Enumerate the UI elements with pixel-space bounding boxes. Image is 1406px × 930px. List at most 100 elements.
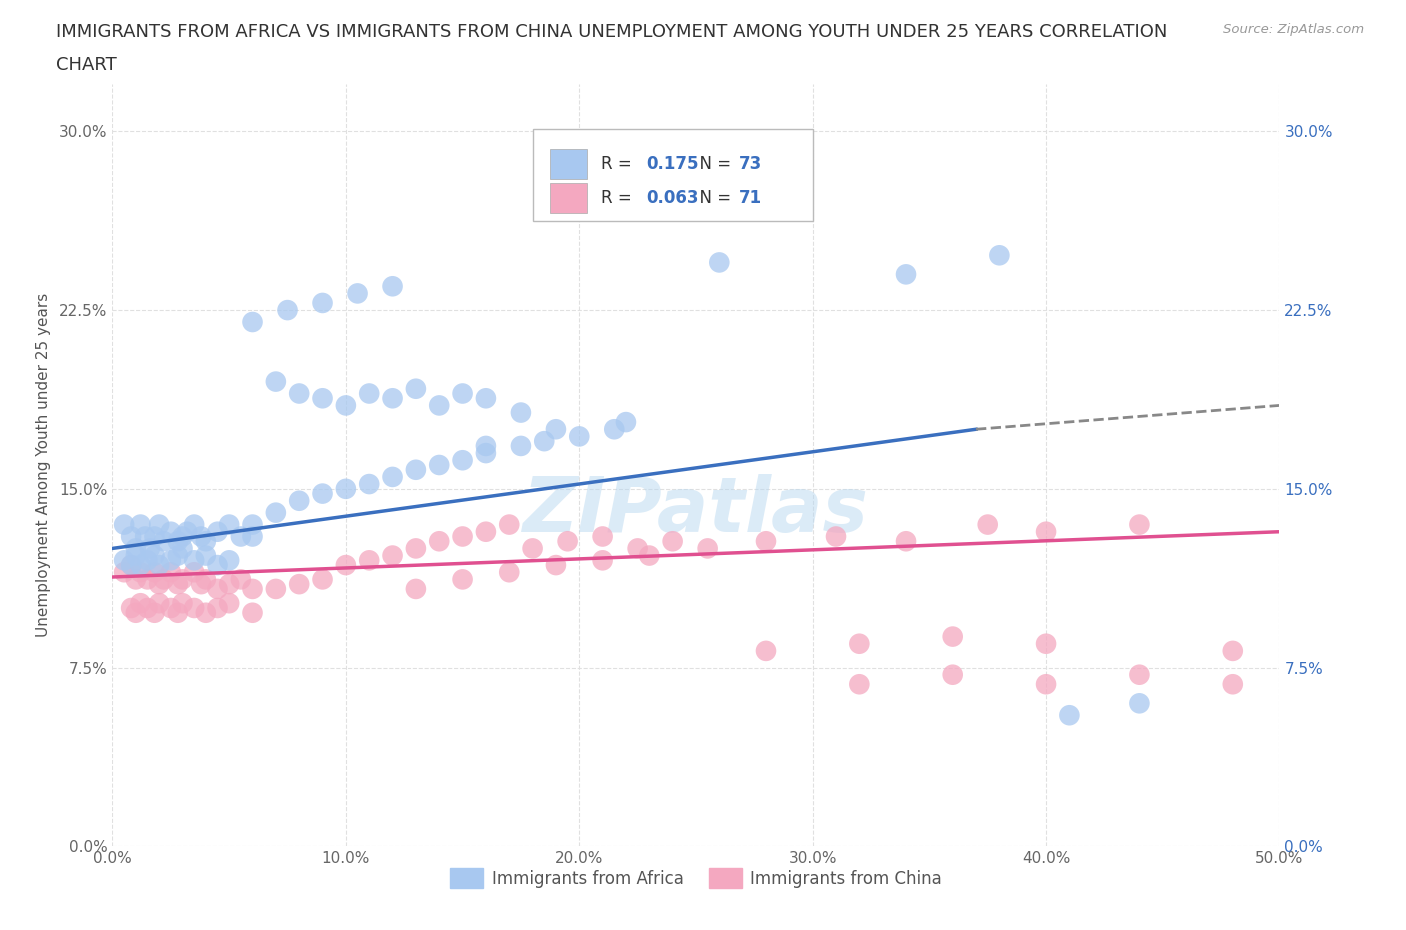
Point <box>592 529 614 544</box>
Point <box>1059 708 1081 723</box>
Point <box>311 486 333 501</box>
Point <box>207 601 229 616</box>
Point <box>627 541 650 556</box>
Point <box>509 439 531 454</box>
Point <box>139 541 162 556</box>
Point <box>894 534 917 549</box>
Point <box>134 529 156 544</box>
Point <box>1035 636 1057 651</box>
Point <box>194 548 217 563</box>
Point <box>242 605 264 620</box>
Point <box>172 572 194 587</box>
Point <box>427 534 450 549</box>
Point <box>129 565 152 579</box>
Legend: Immigrants from Africa, Immigrants from China: Immigrants from Africa, Immigrants from … <box>443 861 949 896</box>
Point <box>848 677 870 692</box>
Point <box>166 548 188 563</box>
Point <box>176 525 198 539</box>
Point <box>755 534 778 549</box>
Point <box>381 548 404 563</box>
Point <box>451 572 474 587</box>
Point <box>125 541 148 556</box>
Point <box>522 541 544 556</box>
Bar <box>533 129 813 221</box>
Point <box>207 558 229 573</box>
Point <box>1128 668 1150 683</box>
Point <box>125 572 148 587</box>
Point <box>825 529 848 544</box>
Point <box>557 534 579 549</box>
Point <box>451 386 474 401</box>
Text: 71: 71 <box>740 189 762 207</box>
Point <box>1128 696 1150 711</box>
Point <box>405 462 427 477</box>
Point <box>335 398 357 413</box>
Point <box>533 433 555 448</box>
Bar <box>550 183 588 213</box>
Point <box>218 517 240 532</box>
Point <box>405 541 427 556</box>
Point <box>143 605 166 620</box>
Point <box>264 581 287 596</box>
Point <box>942 630 965 644</box>
Text: N =: N = <box>689 189 737 207</box>
Point <box>276 302 298 317</box>
Point <box>696 541 718 556</box>
Point <box>112 517 135 532</box>
Point <box>120 601 142 616</box>
Point <box>160 565 183 579</box>
Point <box>1035 525 1057 539</box>
Point <box>148 577 170 591</box>
Point <box>112 565 135 579</box>
Text: R =: R = <box>602 189 637 207</box>
Point <box>1035 677 1057 692</box>
Point <box>160 553 183 568</box>
Point <box>359 386 381 401</box>
Point <box>894 267 917 282</box>
Point <box>1128 517 1150 532</box>
Point <box>592 553 614 568</box>
Point <box>136 601 159 616</box>
Point <box>381 391 404 405</box>
Point <box>848 636 870 651</box>
Text: 0.063: 0.063 <box>645 189 699 207</box>
Point <box>311 391 333 405</box>
Point <box>229 572 252 587</box>
Point <box>381 279 404 294</box>
Point <box>172 596 194 611</box>
Text: N =: N = <box>689 155 737 173</box>
Point <box>166 534 188 549</box>
Point <box>160 601 183 616</box>
Point <box>218 553 240 568</box>
Point <box>125 548 148 563</box>
Point <box>160 525 183 539</box>
Point <box>129 558 152 573</box>
Point <box>359 477 381 492</box>
Point <box>498 517 520 532</box>
Point <box>264 374 287 389</box>
Point <box>120 558 142 573</box>
Point <box>183 553 205 568</box>
Point <box>218 596 240 611</box>
Point <box>207 581 229 596</box>
Point <box>172 529 194 544</box>
Point <box>755 644 778 658</box>
Point <box>242 581 264 596</box>
Point <box>1222 677 1244 692</box>
Point <box>136 572 159 587</box>
Point <box>148 517 170 532</box>
Point <box>311 296 333 311</box>
Point <box>125 605 148 620</box>
Point <box>194 534 217 549</box>
Point <box>359 553 381 568</box>
Point <box>311 572 333 587</box>
Point <box>475 391 498 405</box>
Point <box>183 601 205 616</box>
Point <box>143 529 166 544</box>
Point <box>603 422 626 437</box>
Point <box>264 505 287 520</box>
Point <box>190 529 212 544</box>
Point <box>509 405 531 420</box>
Point <box>661 534 683 549</box>
Text: Source: ZipAtlas.com: Source: ZipAtlas.com <box>1223 23 1364 36</box>
